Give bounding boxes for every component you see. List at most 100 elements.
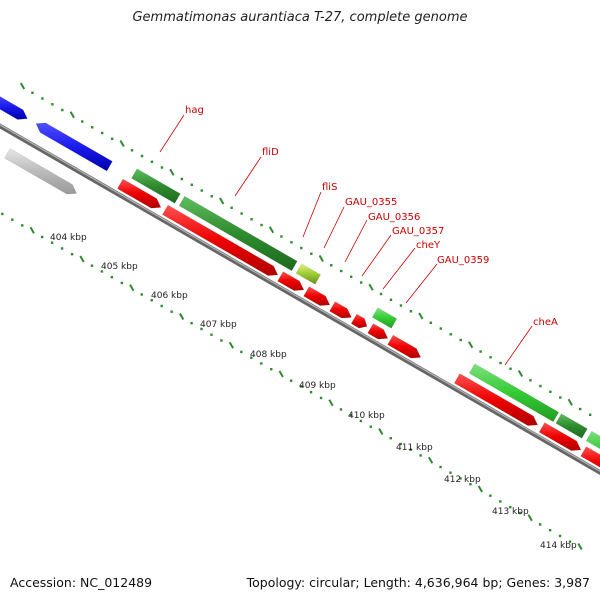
ring-dot [250, 356, 253, 359]
ring-dot [558, 534, 562, 538]
gene-leader-line [302, 191, 322, 238]
ring-dot [290, 241, 293, 244]
ring-tick [368, 283, 374, 291]
ring-dot [50, 241, 54, 244]
ring-dot [538, 523, 542, 526]
tick-label: 404 kbp [50, 233, 87, 243]
gene-leader-line [344, 219, 368, 263]
ring-dot [439, 327, 442, 330]
ring-dot [310, 252, 313, 255]
gene-GAU_0359 [387, 334, 422, 359]
ring-dot [140, 154, 144, 158]
gene-leader-line [234, 156, 262, 197]
ring-dot [289, 379, 293, 382]
ring-dot [330, 264, 333, 267]
ring-tick [169, 168, 175, 176]
ring-dot [339, 269, 343, 273]
genome-backbone [0, 123, 600, 476]
gene-red [453, 373, 538, 426]
gene-cheA [468, 363, 560, 423]
genes-layer [0, 96, 600, 468]
ring-tick [219, 197, 225, 205]
ring-tick [318, 255, 324, 263]
gene-cheY [371, 307, 398, 329]
ring-dot [41, 97, 44, 100]
ring-dot [489, 356, 492, 359]
ring-dot [100, 270, 104, 273]
ring-dot [270, 368, 273, 371]
ring-dot [210, 195, 213, 198]
ring-dot [90, 264, 94, 267]
ring-tick [468, 341, 474, 349]
gene-leader-line [504, 325, 533, 366]
ring-dot [160, 304, 163, 308]
gene-fliD [178, 195, 298, 272]
map-title: Gemmatimonas aurantiaca T-27, complete g… [132, 10, 468, 25]
ring-tick [418, 312, 424, 320]
ring-dot [260, 362, 263, 365]
ring-dot [499, 361, 502, 365]
tick-label: 407 kbp [200, 320, 237, 330]
ring-tick [278, 370, 284, 378]
backbone-line [0, 123, 600, 476]
ring-dot [479, 350, 482, 353]
ring-dot [280, 235, 283, 238]
ring-dot [110, 137, 114, 140]
ring-tick [477, 485, 483, 493]
gene-fliS [295, 263, 321, 285]
ring-dot [588, 413, 592, 416]
gene-label: GAU_0355 [345, 197, 397, 208]
ring-dot [409, 448, 412, 451]
ring-tick [228, 341, 234, 349]
ring-dot [31, 91, 34, 94]
tick-label: 413 kbp [492, 507, 529, 517]
gene-label: GAU_0357 [392, 226, 444, 237]
ring-dot [429, 321, 433, 324]
ring-dot [509, 506, 512, 509]
gene-leader-line [361, 234, 392, 277]
ring-dot [190, 322, 193, 325]
ring-dot [81, 120, 84, 123]
ring-dot [110, 276, 114, 279]
gene-leader-line [159, 114, 185, 153]
gene-label: fliS [322, 182, 337, 193]
ring-dot [359, 419, 363, 423]
ring-dot [210, 333, 213, 336]
gene-GAU_0355 [277, 271, 305, 291]
ring-dot [579, 407, 582, 411]
ring-dot [439, 465, 442, 469]
ring-dot [11, 218, 14, 221]
ring-dot [70, 253, 74, 256]
ring-dot [548, 529, 552, 532]
gene-leader-line [323, 206, 345, 249]
accession-text: Accession: NC_012489 [10, 575, 153, 590]
gene-label: hag [185, 105, 204, 116]
ring-dot [469, 483, 472, 486]
ring-dot [200, 189, 203, 192]
ring-dot [120, 281, 124, 285]
ring-tick [328, 399, 334, 407]
ring-dot [130, 149, 134, 152]
ring-dot [389, 298, 393, 301]
ring-dot [389, 437, 392, 440]
ring-tick [567, 398, 573, 406]
ring-dot [519, 511, 522, 515]
ring-tick [69, 111, 75, 119]
ring-dot [220, 339, 223, 342]
tick-label: 405 kbp [101, 262, 138, 272]
ring-tick [378, 427, 384, 435]
ring-dot [419, 454, 422, 457]
ring-dot [369, 425, 373, 428]
ring-dot [170, 310, 173, 313]
tick-label: 406 kbp [151, 291, 188, 301]
inner-dotted-ring [1, 212, 583, 550]
gene-label: cheY [416, 240, 441, 251]
ring-dot [549, 390, 552, 393]
ring-dot [409, 310, 413, 313]
ring-tick [268, 226, 275, 234]
ring-dot [61, 108, 64, 112]
ring-dot [529, 379, 532, 382]
ring-dot [250, 218, 253, 221]
gene-red [117, 178, 162, 209]
ring-dot [150, 160, 154, 163]
